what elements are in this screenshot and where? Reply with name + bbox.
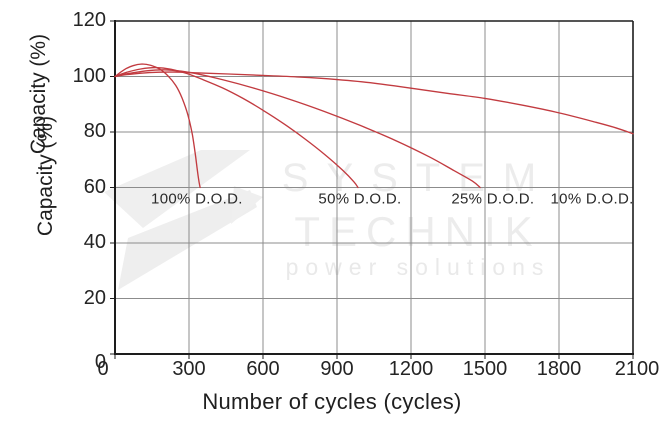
curve-100-d-o-d-	[114, 63, 201, 189]
curve-25-d-o-d-	[114, 69, 481, 189]
curve-10-d-o-d-	[114, 71, 634, 135]
curve-50-d-o-d-	[114, 66, 359, 189]
